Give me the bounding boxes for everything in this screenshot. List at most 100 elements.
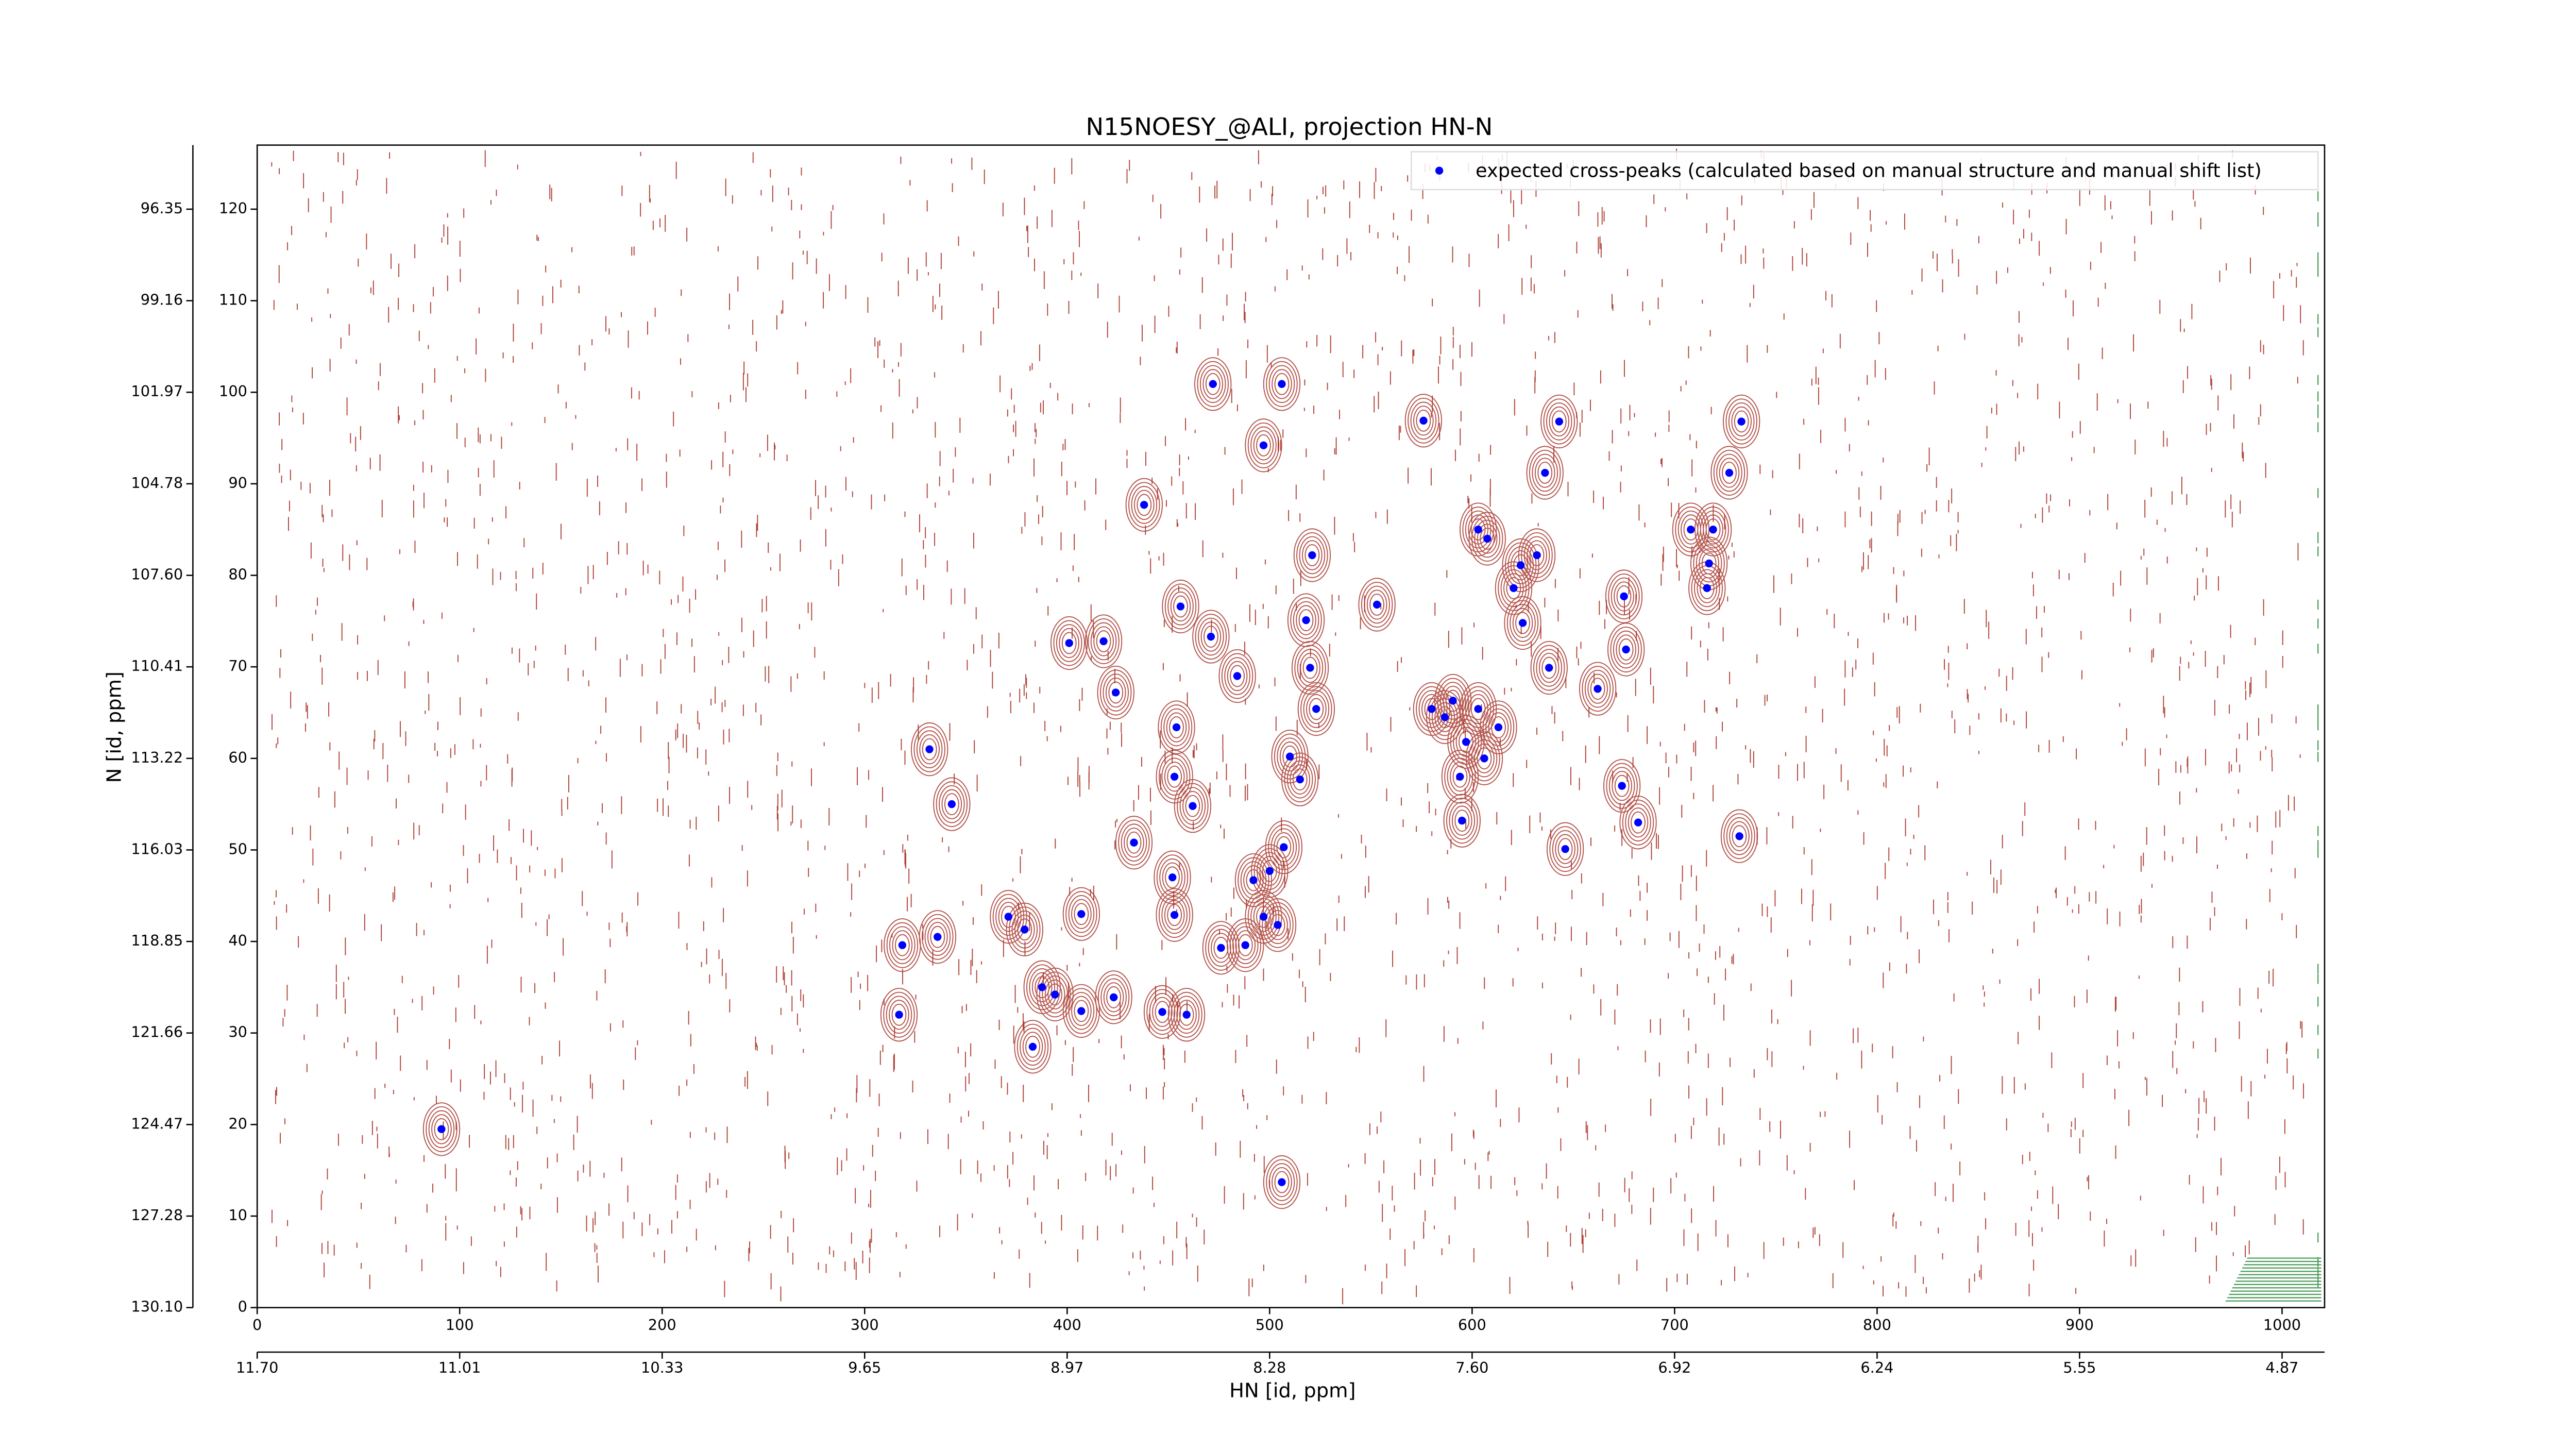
legend-label: expected cross-peaks (calculated based o…	[1476, 159, 2262, 181]
legend-marker	[1435, 166, 1444, 175]
x-tick-label: 0	[252, 1316, 262, 1334]
cross-peak	[1725, 468, 1734, 477]
cross-peak	[1189, 802, 1197, 810]
cross-peak	[1703, 584, 1711, 593]
x-tick-label: 400	[1053, 1316, 1081, 1334]
x-tick-label: 700	[1660, 1316, 1689, 1334]
cross-peak	[1176, 602, 1185, 611]
ppm-y-tick-label: 124.47	[131, 1115, 183, 1132]
cross-peak	[437, 1125, 446, 1133]
y-tick-label: 60	[228, 749, 247, 766]
cross-peak	[1474, 705, 1482, 713]
cross-peak	[1278, 1178, 1286, 1186]
cross-peak	[1004, 913, 1013, 921]
x-tick-label: 200	[648, 1316, 676, 1334]
y-tick-label: 110	[219, 291, 247, 309]
y-tick-label: 80	[228, 565, 247, 583]
ppm-y-tick-label: 113.22	[131, 749, 183, 766]
ppm-y-tick-label: 110.41	[131, 657, 183, 675]
cross-peak	[1709, 525, 1717, 534]
x-axis-label: HN [id, ppm]	[1229, 1379, 1355, 1402]
ppm-y-tick-label: 118.85	[131, 932, 183, 949]
y-tick-label: 0	[238, 1298, 247, 1316]
ppm-y-tick-label: 99.16	[141, 291, 183, 309]
y-tick-label: 90	[228, 474, 247, 492]
cross-peak	[1140, 501, 1148, 509]
cross-peak	[947, 800, 956, 808]
cross-peak	[1217, 943, 1225, 952]
x-tick-label: 100	[446, 1316, 474, 1334]
cross-peak	[1687, 525, 1695, 534]
cross-peak	[1259, 441, 1268, 449]
cross-peak	[1735, 832, 1743, 840]
cross-peak	[1419, 416, 1428, 425]
cross-peak	[1182, 1010, 1191, 1019]
ppm-x-tick-label: 6.92	[1658, 1359, 1691, 1376]
ppm-y-tick-label: 101.97	[131, 382, 183, 400]
ppm-x-tick-label: 11.70	[236, 1359, 278, 1376]
cross-peak	[1170, 911, 1179, 919]
ppm-x-tick-label: 4.87	[2265, 1359, 2298, 1376]
ppm-x-tick-label: 5.55	[2063, 1359, 2096, 1376]
cross-peak	[1474, 525, 1482, 534]
legend-box	[1410, 151, 2319, 191]
y-tick-label: 30	[228, 1023, 247, 1041]
cross-peak	[1172, 723, 1181, 732]
cross-peak	[1207, 632, 1215, 641]
cross-peak	[1110, 993, 1118, 1002]
cross-peak	[1285, 752, 1294, 761]
cross-peak	[1620, 592, 1628, 601]
cross-peak	[1051, 990, 1059, 999]
cross-peak	[1545, 664, 1553, 672]
ppm-x-tick-label: 11.01	[438, 1359, 481, 1376]
ppm-y-tick-label: 104.78	[131, 474, 183, 492]
cross-peak	[1494, 723, 1503, 732]
chart-title: N15NOESY_@ALI, projection HN-N	[1086, 113, 1493, 141]
cross-peak	[1168, 873, 1177, 882]
x-tick-label: 1000	[2263, 1316, 2301, 1334]
cross-peak	[1077, 910, 1086, 918]
legend: expected cross-peaks (calculated based o…	[1410, 151, 2319, 191]
cross-peak	[1302, 616, 1310, 625]
cross-peak	[1170, 772, 1179, 781]
y-tick-label: 40	[228, 932, 247, 949]
ppm-y-tick-label: 121.66	[131, 1023, 183, 1041]
ppm-x-tick-label: 8.97	[1050, 1359, 1083, 1376]
cross-peak	[1265, 867, 1274, 875]
cross-peak	[1533, 551, 1541, 560]
cross-peak	[1480, 754, 1488, 763]
cross-peak	[1440, 713, 1449, 721]
cross-peak	[1158, 1008, 1166, 1016]
x-tick-label: 800	[1863, 1316, 1891, 1334]
ppm-y-tick-label: 116.03	[131, 840, 183, 857]
cross-peak	[1483, 534, 1492, 543]
cross-peak	[1278, 380, 1286, 388]
cross-peak	[1249, 876, 1258, 884]
y-tick-label: 50	[228, 840, 247, 857]
peak-contours	[422, 357, 1760, 1209]
ppm-y-tick-label: 127.28	[131, 1206, 183, 1224]
ppm-x-tick-label: 7.60	[1455, 1359, 1488, 1376]
cross-peak	[1618, 782, 1626, 790]
cross-peak	[1308, 551, 1316, 560]
cross-peak	[1274, 921, 1282, 929]
ppm-x-tick-label: 8.28	[1253, 1359, 1286, 1376]
ppm-y-tick-label: 107.60	[131, 565, 183, 583]
ppm-y-tick-label: 130.10	[131, 1298, 183, 1316]
y-axis-label: N [id, ppm]	[103, 671, 126, 783]
y-tick-label: 70	[228, 657, 247, 675]
ppm-x-tick-label: 10.33	[641, 1359, 683, 1376]
cross-peak	[1099, 637, 1108, 646]
cross-peak	[1312, 705, 1320, 713]
ppm-x-tick-label: 9.65	[848, 1359, 881, 1376]
cross-peak	[895, 1010, 903, 1019]
cross-peak	[1737, 417, 1745, 426]
cross-peak	[1517, 561, 1525, 569]
cross-peak	[1561, 845, 1569, 853]
cross-peak	[1077, 1007, 1086, 1015]
noise-contours	[271, 148, 2304, 1305]
cross-peak	[1622, 645, 1630, 654]
ppm-x-tick-label: 6.24	[1860, 1359, 1893, 1376]
cross-peak	[1510, 584, 1518, 593]
